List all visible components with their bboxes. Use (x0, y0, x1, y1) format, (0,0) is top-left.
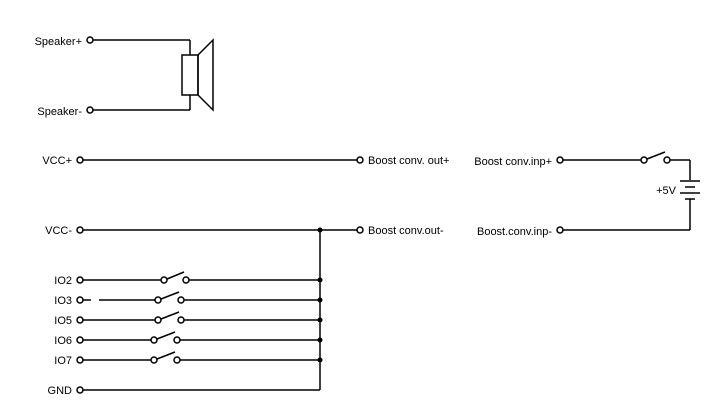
boost-out-minus-label: Boost conv.out- (368, 225, 444, 237)
io2-label: IO2 (54, 275, 72, 287)
switch-contact-icon (160, 276, 168, 284)
speaker-minus-label: Speaker- (37, 106, 82, 118)
switch-contact-icon (177, 316, 185, 324)
io6-switch[interactable] (150, 331, 181, 344)
battery-voltage-label: +5V (656, 185, 677, 197)
boost-out-plus-label: Boost conv. out+ (368, 155, 449, 167)
speaker-plus-terminal[interactable] (86, 36, 94, 44)
speaker-plus-label: Speaker+ (35, 36, 82, 48)
switch-contact-icon (154, 316, 162, 324)
io6-label: IO6 (54, 335, 72, 347)
io7-switch[interactable] (150, 351, 181, 364)
power-switch[interactable] (640, 151, 671, 164)
io3-terminal[interactable] (76, 296, 84, 304)
switch-contact-icon (173, 336, 181, 344)
junction-dot (317, 337, 323, 343)
junction-dot (317, 227, 323, 233)
io5-label: IO5 (54, 315, 72, 327)
boost-inp-plus-terminal[interactable] (556, 156, 564, 164)
boost-inp-minus-label: Boost.conv.inp- (477, 226, 552, 238)
switch-contact-icon (182, 276, 190, 284)
gnd-terminal[interactable] (76, 386, 84, 394)
boost-out-plus-terminal[interactable] (356, 156, 364, 164)
switch-contact-icon (663, 156, 671, 164)
io7-switch-row: IO7 (54, 351, 323, 367)
junction-dot (317, 357, 323, 363)
boost-out-minus-terminal[interactable] (356, 226, 364, 234)
io5-switch-row: IO5 (54, 311, 323, 327)
switch-contact-icon (177, 296, 185, 304)
vcc-minus-terminal[interactable] (76, 226, 84, 234)
vcc-plus-terminal[interactable] (76, 156, 84, 164)
boost-input-circuit: Boost conv.inp+ +5V Boost.conv.inp- (474, 151, 700, 238)
switch-contact-icon (640, 156, 648, 164)
speaker-icon (181, 38, 214, 112)
junction-dot (317, 317, 323, 323)
io7-terminal[interactable] (76, 356, 84, 364)
switch-contact-icon (150, 336, 158, 344)
io5-terminal[interactable] (76, 316, 84, 324)
gnd-row: GND (48, 385, 320, 397)
gnd-label: GND (48, 385, 73, 397)
io6-terminal[interactable] (76, 336, 84, 344)
boost-inp-plus-label: Boost conv.inp+ (474, 156, 552, 168)
io3-switch-row: IO3 (54, 291, 323, 307)
vcc-minus-rail: VCC- Boost conv.out- (45, 225, 444, 390)
battery-icon (680, 180, 700, 200)
io3-switch[interactable] (154, 291, 185, 304)
speaker-circuit: Speaker+ Speaker- (35, 36, 214, 118)
io2-switch-row: IO2 (54, 271, 323, 287)
vcc-plus-label: VCC+ (42, 155, 72, 167)
vcc-minus-label: VCC- (45, 225, 72, 237)
switch-contact-icon (150, 356, 158, 364)
switch-contact-icon (154, 296, 162, 304)
junction-dot (317, 277, 323, 283)
speaker-minus-terminal[interactable] (86, 106, 94, 114)
switch-contact-icon (173, 356, 181, 364)
io3-label: IO3 (54, 295, 72, 307)
boost-inp-minus-terminal[interactable] (556, 226, 564, 234)
io7-label: IO7 (54, 355, 72, 367)
io5-switch[interactable] (154, 311, 185, 324)
junction-dot (317, 297, 323, 303)
io2-switch[interactable] (160, 271, 190, 284)
io2-terminal[interactable] (76, 276, 84, 284)
vcc-plus-rail: VCC+ Boost conv. out+ (42, 155, 449, 167)
io6-switch-row: IO6 (54, 331, 323, 347)
